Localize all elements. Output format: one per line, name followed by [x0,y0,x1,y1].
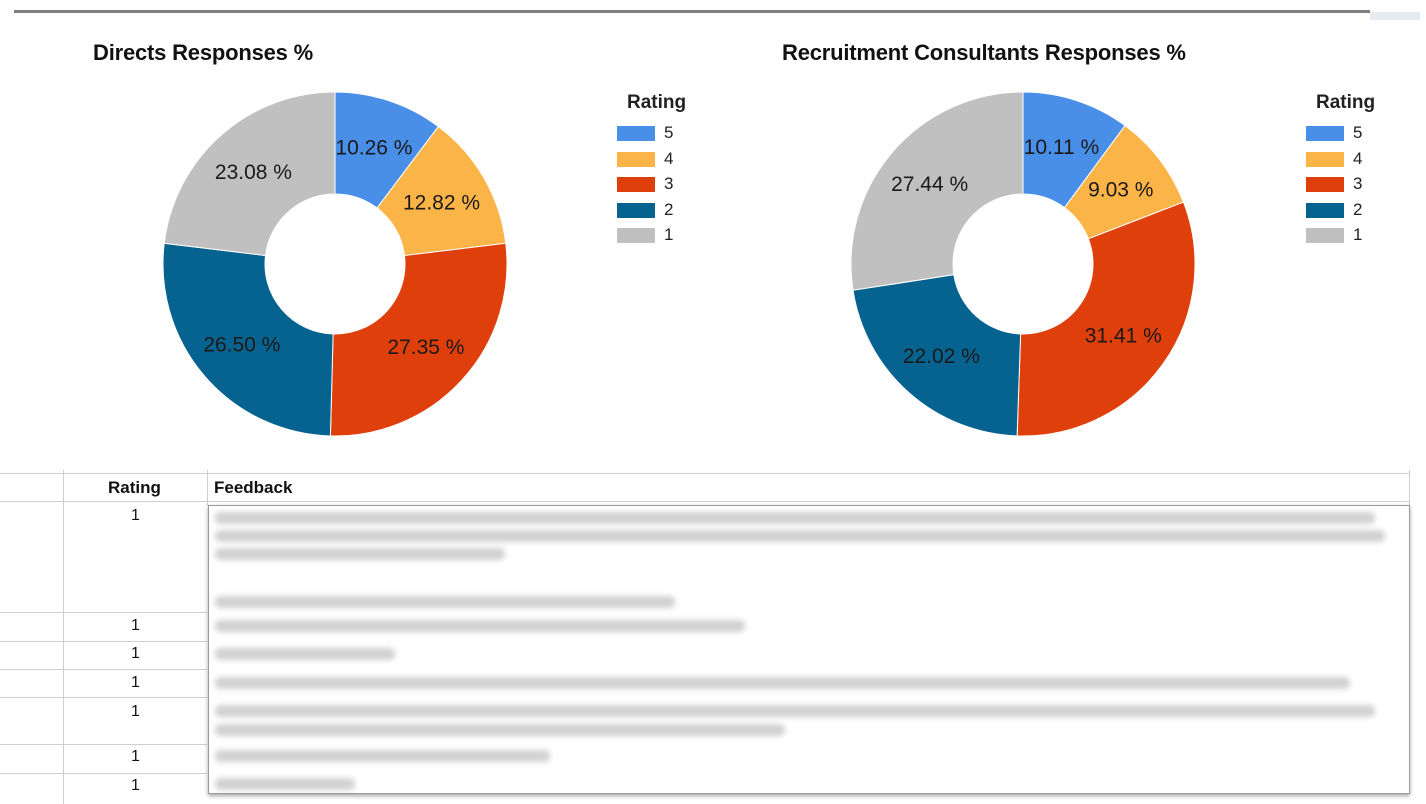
feedback-table [0,470,1410,804]
header-divider [0,501,1410,502]
pie-slice-rating-1 [163,91,336,257]
slice-label: 10.26 % [335,136,412,159]
redacted-text-line [215,724,785,736]
row-divider [0,612,207,613]
legend-label: 4 [664,148,674,168]
feedback-redacted-panel [208,505,1410,794]
legend-title: Rating [1316,92,1376,113]
slice-label: 27.35 % [387,336,464,359]
pie-slice-rating-2 [162,242,334,437]
top-divider-end [1370,12,1420,20]
table-row-rating: 1 [131,777,140,794]
table-row-rating: 1 [131,703,140,720]
legend-swatch [1306,228,1344,243]
row-divider [0,641,207,642]
table-row-rating: 1 [131,617,140,634]
redacted-text-line [215,548,505,560]
table-row-rating: 1 [131,674,140,691]
legend-swatch [617,228,655,243]
legend-label: 1 [1353,225,1363,244]
slice-label: 12.82 % [403,192,480,215]
legend-label: 5 [1353,123,1363,142]
table-border-top [0,473,1410,474]
legend-label: 2 [1353,199,1363,219]
redacted-text-line [215,705,1375,717]
row-divider [0,744,207,745]
legend-label: 3 [1353,174,1363,193]
legend-swatch [617,151,655,167]
legend-swatch [1306,126,1344,141]
legend-label: 5 [664,123,674,142]
row-divider [0,773,207,774]
chart-title-consultants: Recruitment Consultants Responses % [782,40,1186,65]
legend-swatch [1306,177,1344,192]
chart-title-directs: Directs Responses % [93,40,313,65]
redacted-text-line [215,750,550,762]
column-divider [1409,470,1410,506]
legend-label: 4 [1353,148,1363,168]
slice-label: 26.50 % [203,333,280,356]
redacted-text-line [215,512,1375,524]
top-divider [14,10,1370,13]
redacted-text-line [215,677,1350,689]
column-header-rating: Rating [108,478,161,497]
legend-label: 3 [664,174,674,193]
redacted-text-line [215,620,745,632]
slice-label: 23.08 % [215,161,292,184]
table-row-rating: 1 [131,748,140,765]
legend-title: Rating [627,92,687,113]
redacted-text-line [215,530,1385,542]
column-divider [207,470,208,506]
column-header-feedback: Feedback [214,478,293,497]
legend-label: 2 [664,199,674,219]
donut-chart-directs: 10.26 % 12.82 % 27.35 % 26.50 % 23.08 % [162,91,508,437]
legend-swatch [1306,202,1344,218]
column-divider [63,470,64,804]
row-divider [0,669,207,670]
legend-swatch [617,177,655,192]
redacted-text-line [215,778,355,790]
legend-directs: Rating 5 4 3 2 1 [617,92,707,252]
legend-swatch [1306,151,1344,167]
legend-label: 1 [664,225,674,244]
redacted-text-line [215,648,395,660]
pie-slice-rating-3 [329,242,508,437]
legend-swatch [617,202,655,218]
legend-swatch [617,126,655,141]
table-row-rating: 1 [131,645,140,662]
redacted-text-line [215,596,675,608]
row-divider [0,697,207,698]
legend-consultants: Rating 5 4 3 2 1 [1306,92,1396,252]
table-row-rating: 1 [131,507,140,524]
